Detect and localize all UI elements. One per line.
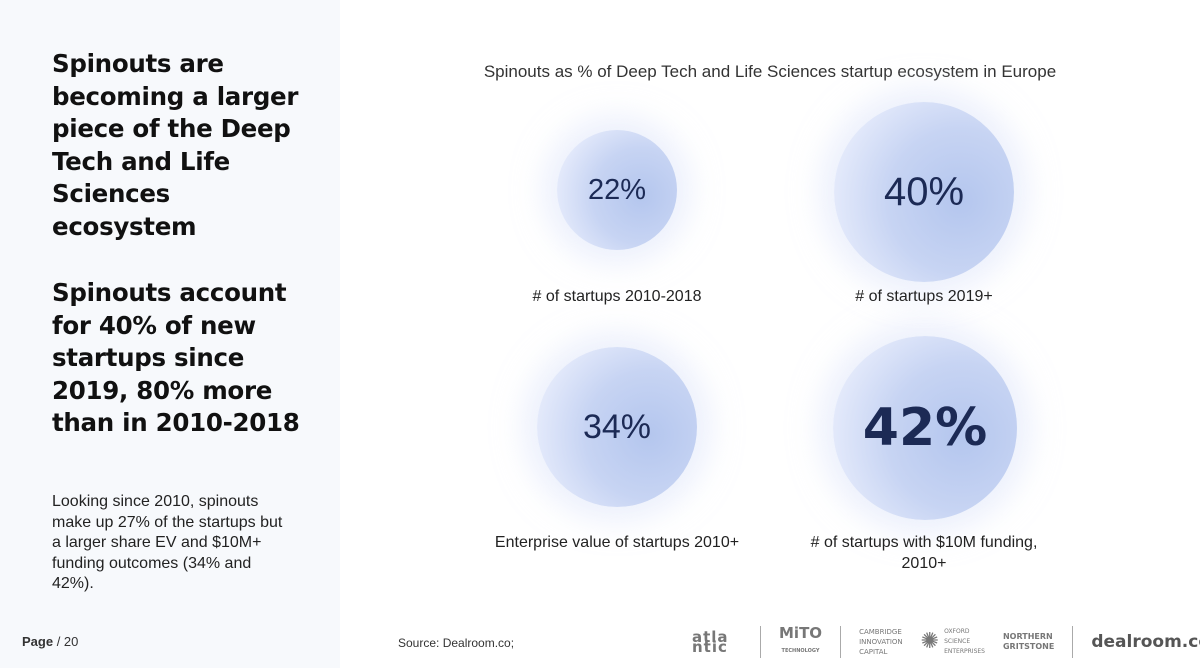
logo-northern-gritstone: NORTHERN GRITSTONE	[1002, 632, 1055, 651]
logo-mito: MiTO TECHNOLOGY	[779, 624, 823, 655]
logo-cambridge-innovation-capital: CAMBRIDGE INNOVATION CAPITAL	[859, 628, 903, 656]
page-indicator: Page / 20	[22, 634, 78, 649]
logo-oxford-science-enterprises: ✺ OXFORD SCIENCE ENTERPRISES	[920, 628, 985, 655]
bubble-value: 22%	[587, 173, 647, 206]
bubble-value: 34%	[582, 407, 652, 446]
source-note: Source: Dealroom.co;	[398, 636, 515, 650]
page-number: / 20	[56, 634, 79, 649]
divider	[840, 626, 842, 658]
bubble-10m-funding: 42%	[833, 336, 1017, 520]
summary-paragraph: Looking since 2010, spinouts make up 27%…	[52, 493, 283, 592]
heading-secondary: Spinouts account for 40% of new startups…	[52, 278, 300, 437]
partner-logos: atla ntic MiTO TECHNOLOGY CAMBRIDGE INNOVAT…	[692, 622, 1200, 662]
bubble-label: # of startups 2019+	[855, 288, 993, 305]
bubble-enterprise-value: 34%	[537, 347, 697, 507]
logo-dealroom: dealroom.co	[1091, 632, 1200, 652]
bubble-value: 40%	[883, 169, 965, 214]
bubble-label: # of startups with $10M funding, 2010+	[810, 534, 1038, 572]
bubble-startups-2019: 40%	[834, 102, 1014, 282]
left-panel: Spinouts are becoming a larger piece of …	[0, 0, 340, 668]
bubble-label: # of startups 2010-2018	[532, 288, 702, 305]
divider	[1072, 626, 1074, 658]
divider	[760, 626, 761, 658]
chart-title: Spinouts as % of Deep Tech and Life Scie…	[483, 62, 1057, 81]
bubble-startups-2010-2018: 22%	[557, 130, 677, 250]
page-label: Page	[22, 634, 54, 649]
bubble-value: 42%	[862, 398, 988, 458]
bubble-label: Enterprise value of startups 2010+	[494, 534, 740, 551]
swirl-icon: ✺	[920, 629, 940, 654]
heading-primary: Spinouts are becoming a larger piece of …	[52, 49, 299, 241]
logo-atlantic: atla ntic	[692, 628, 729, 656]
